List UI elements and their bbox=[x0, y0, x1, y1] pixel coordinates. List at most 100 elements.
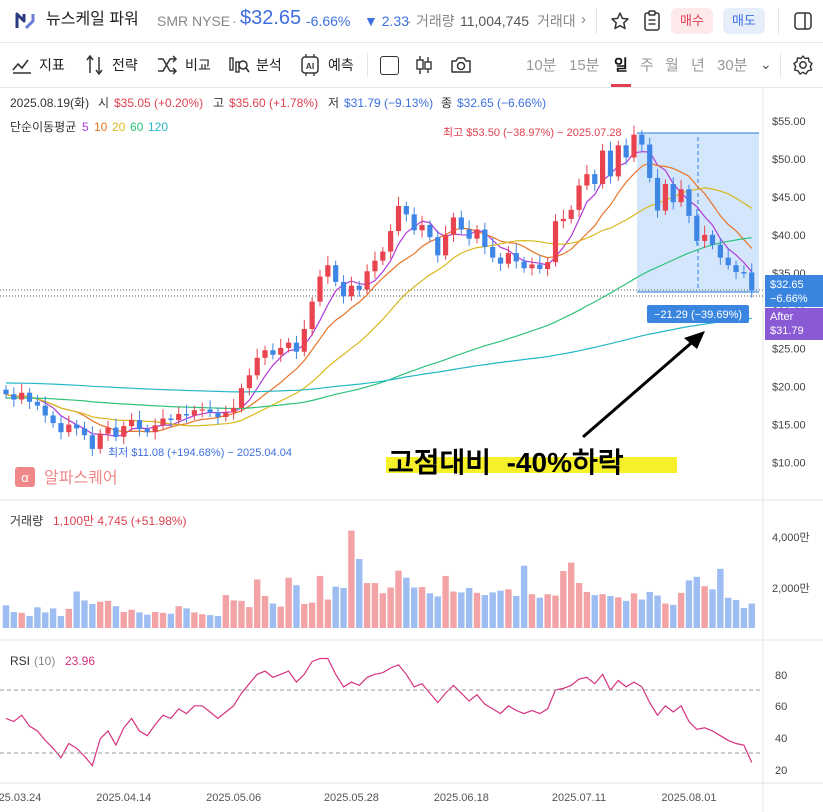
indicators-icon[interactable] bbox=[12, 56, 32, 74]
after-tag-bg bbox=[765, 308, 823, 340]
clipboard-icon[interactable] bbox=[642, 10, 662, 32]
price-tick-label: $50.00 bbox=[772, 154, 806, 166]
price-tick-label: $55.00 bbox=[772, 116, 806, 128]
volume-bar bbox=[10, 611, 18, 628]
volume-bar bbox=[324, 599, 332, 628]
volume-bar bbox=[42, 612, 49, 628]
timeframe-15min[interactable]: 15분 bbox=[569, 57, 600, 74]
volume-bar bbox=[489, 592, 496, 628]
candle-body bbox=[81, 428, 88, 436]
timeframe-30min[interactable]: 30분 bbox=[717, 57, 748, 74]
candle-body bbox=[686, 189, 692, 216]
camera-icon[interactable] bbox=[450, 55, 472, 75]
ma-legend-60: 60 bbox=[130, 120, 144, 134]
info-low-label: 저 bbox=[328, 96, 339, 110]
strategy-icon[interactable] bbox=[85, 54, 105, 76]
candle-body bbox=[435, 237, 441, 256]
volume-bar bbox=[144, 614, 151, 628]
ai-forecast-icon[interactable]: AI bbox=[299, 54, 321, 76]
volume-bar bbox=[465, 587, 473, 628]
rsi-line bbox=[5, 657, 753, 767]
price-tick-label: $10.00 bbox=[772, 458, 806, 470]
volume-bar bbox=[214, 615, 222, 628]
volume-bar bbox=[89, 603, 96, 628]
volume-bar bbox=[638, 599, 646, 628]
candle-body bbox=[254, 357, 260, 376]
indicators-button[interactable]: 지표 bbox=[39, 57, 65, 73]
candle-body bbox=[395, 206, 402, 232]
ma-legend-120: 120 bbox=[148, 120, 168, 134]
timeframe-year[interactable]: 년 bbox=[691, 57, 705, 74]
star-icon[interactable] bbox=[610, 11, 630, 31]
candle-body bbox=[741, 272, 747, 274]
drop-box-bg bbox=[647, 305, 749, 323]
rsi-tick-20: 20 bbox=[775, 765, 787, 777]
volume-bar bbox=[387, 587, 394, 628]
chevron-down-icon[interactable]: ⌄ bbox=[760, 56, 772, 72]
rsi-tick-80: 80 bbox=[775, 670, 787, 682]
timeframe-month[interactable]: 월 bbox=[665, 57, 679, 74]
analysis-button[interactable]: 분석 bbox=[256, 57, 282, 73]
candle-body bbox=[136, 420, 143, 430]
volume-bar bbox=[599, 594, 606, 628]
volume-bar bbox=[183, 608, 190, 628]
candle-body bbox=[262, 350, 268, 358]
price-tag-value: $32.65 bbox=[770, 279, 804, 291]
moving-average-5-line bbox=[5, 151, 753, 438]
volume-bar bbox=[191, 612, 198, 628]
volume-bar bbox=[167, 613, 175, 628]
candle-body bbox=[231, 407, 237, 413]
chevron-right-icon[interactable]: › bbox=[581, 11, 586, 28]
volume-bar bbox=[246, 607, 253, 628]
ma-legend-label: 단순이동평균 bbox=[10, 120, 76, 134]
candle-body bbox=[458, 217, 464, 230]
price-chart[interactable]: $55.00$50.00$45.00$40.00$35.00$30.00$25.… bbox=[0, 87, 823, 812]
candle-body bbox=[725, 257, 731, 266]
rsi-panel-period: (10) bbox=[34, 654, 55, 668]
volume-bar bbox=[112, 606, 120, 628]
timeframe-10min[interactable]: 10분 bbox=[526, 57, 557, 74]
compare-button[interactable]: 비교 bbox=[185, 57, 211, 73]
candle-body bbox=[694, 215, 700, 241]
after-tag-label: After bbox=[770, 311, 794, 323]
volume-bar bbox=[560, 571, 567, 628]
volume-bar bbox=[120, 611, 127, 628]
rsi-panel-value: 23.96 bbox=[65, 654, 95, 668]
toolbar-divider bbox=[367, 53, 368, 77]
candle-body bbox=[702, 234, 708, 241]
buy-button[interactable]: 매수 bbox=[671, 8, 713, 34]
candle-body bbox=[183, 413, 190, 416]
sell-button[interactable]: 매도 bbox=[723, 8, 765, 34]
date-tick-label: 2025.05.28 bbox=[324, 792, 379, 804]
panel-toggle-icon[interactable] bbox=[793, 11, 813, 31]
volume-bar bbox=[591, 595, 598, 628]
volume-bar bbox=[379, 593, 386, 628]
candle-body bbox=[419, 224, 425, 231]
chart-style-box-icon[interactable] bbox=[380, 56, 399, 75]
candle-body bbox=[309, 301, 315, 329]
forecast-button[interactable]: 예측 bbox=[328, 57, 354, 73]
info-low-value: $31.79 (−9.13%) bbox=[344, 96, 433, 110]
volume-bar bbox=[230, 600, 237, 628]
candle-body bbox=[97, 433, 103, 449]
timeframe-day[interactable]: 일 bbox=[614, 57, 628, 74]
candle-body bbox=[450, 217, 457, 235]
timeframe-week[interactable]: 주 bbox=[640, 57, 654, 74]
watermark-text: 알파스퀘어 bbox=[44, 469, 118, 487]
candle-body bbox=[482, 229, 488, 247]
volume-bar bbox=[34, 607, 41, 628]
price-tick-label: $45.00 bbox=[772, 192, 806, 204]
volume-bar bbox=[709, 589, 716, 628]
gear-icon[interactable] bbox=[792, 54, 814, 76]
strategy-button[interactable]: 전략 bbox=[112, 57, 138, 73]
candle-body bbox=[176, 413, 182, 421]
candle-body bbox=[160, 418, 166, 426]
compare-icon[interactable] bbox=[156, 55, 178, 75]
annotation-arrowhead bbox=[684, 331, 705, 349]
volume-bar bbox=[544, 594, 551, 628]
candle-body bbox=[364, 271, 370, 290]
candlestick-icon[interactable] bbox=[414, 54, 434, 76]
analysis-icon[interactable] bbox=[228, 54, 250, 76]
candle-body bbox=[584, 174, 590, 186]
volume-bar bbox=[615, 597, 622, 628]
